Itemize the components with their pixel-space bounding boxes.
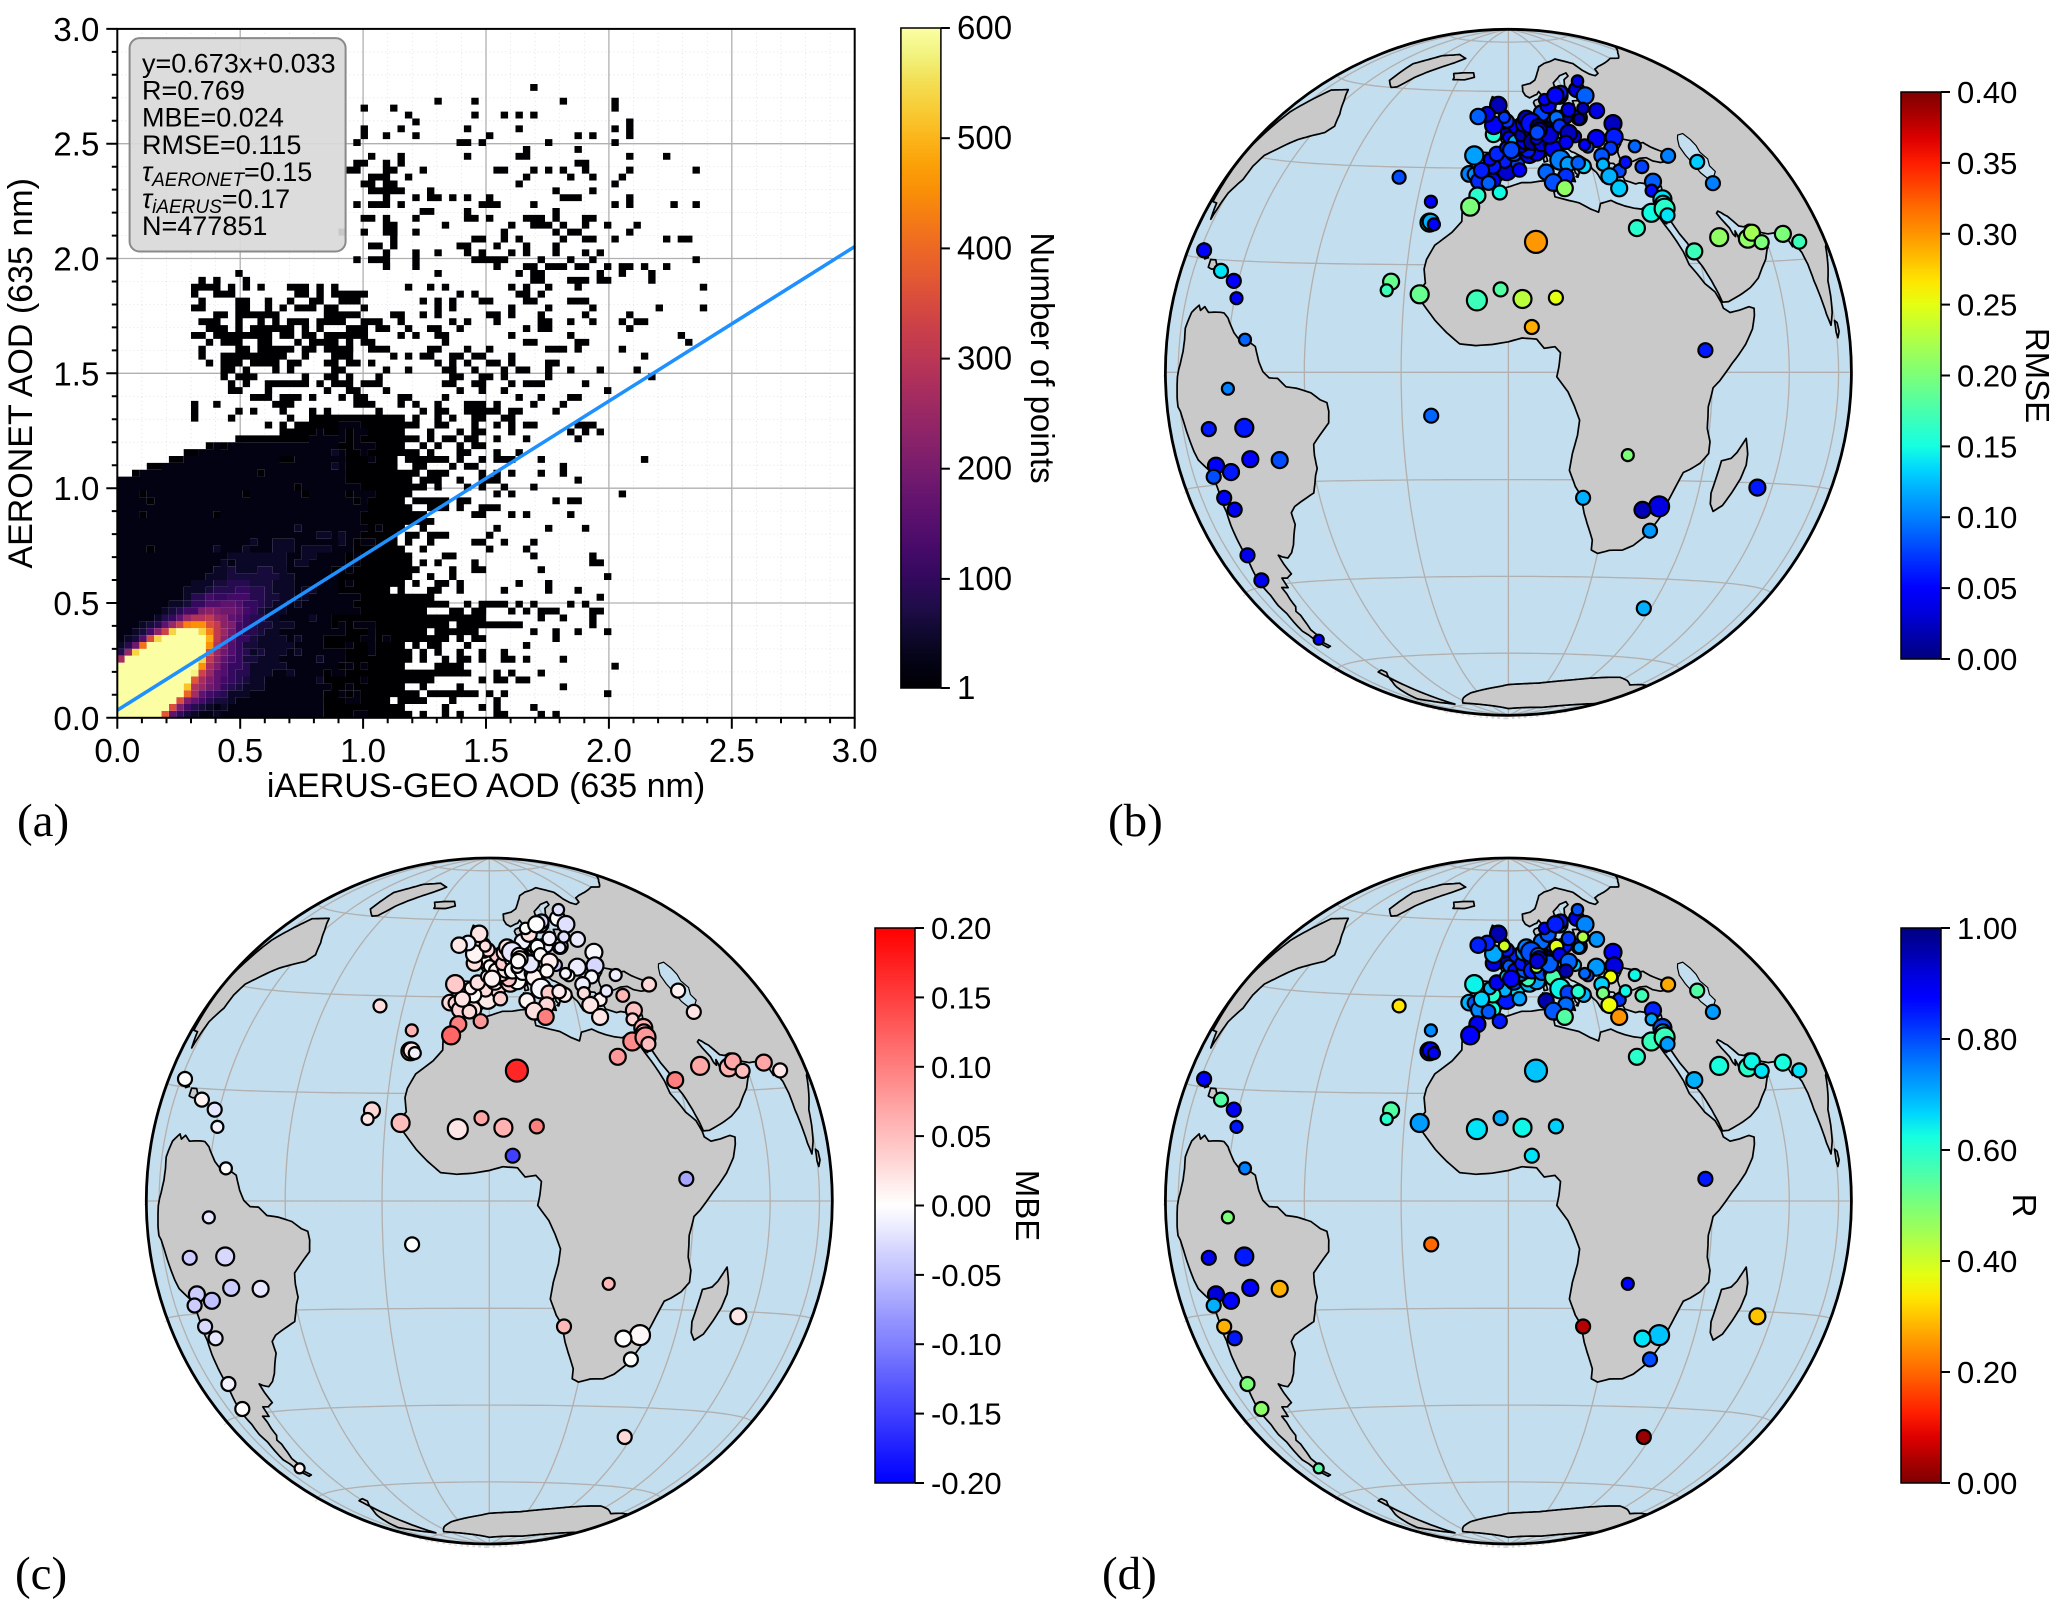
svg-text:3.0: 3.0: [53, 11, 99, 48]
svg-text:0.20: 0.20: [1957, 1355, 2017, 1390]
svg-text:(b): (b): [1108, 795, 1163, 847]
svg-text:1.5: 1.5: [463, 732, 509, 769]
svg-text:Number of points: Number of points: [1024, 232, 1061, 483]
svg-text:(a): (a): [17, 795, 69, 847]
svg-text:AERONET AOD (635 nm): AERONET AOD (635 nm): [2, 178, 40, 568]
svg-text:R=0.769: R=0.769: [142, 76, 245, 106]
svg-text:MBE=0.024: MBE=0.024: [142, 103, 284, 133]
svg-text:0.40: 0.40: [1957, 1244, 2017, 1279]
svg-text:400: 400: [957, 229, 1012, 266]
svg-text:3.0: 3.0: [832, 732, 878, 769]
svg-text:0.00: 0.00: [931, 1189, 991, 1224]
svg-text:N=477851: N=477851: [142, 211, 267, 241]
svg-text:600: 600: [957, 9, 1012, 46]
svg-text:0.30: 0.30: [1957, 217, 2017, 252]
svg-text:0.10: 0.10: [931, 1050, 991, 1085]
svg-text:0.20: 0.20: [931, 911, 991, 946]
svg-text:200: 200: [957, 450, 1012, 487]
svg-text:1.0: 1.0: [53, 470, 99, 507]
svg-text:-0.15: -0.15: [931, 1397, 1002, 1432]
svg-text:2.5: 2.5: [53, 126, 99, 163]
svg-text:0.0: 0.0: [53, 700, 99, 737]
svg-text:1.0: 1.0: [340, 732, 386, 769]
svg-text:R: R: [2006, 1194, 2043, 1218]
svg-text:y=0.673x+0.033: y=0.673x+0.033: [142, 49, 336, 79]
svg-text:0.15: 0.15: [931, 980, 991, 1015]
svg-text:0.05: 0.05: [931, 1119, 991, 1154]
svg-text:0.0: 0.0: [94, 732, 140, 769]
svg-text:300: 300: [957, 340, 1012, 377]
svg-text:2.0: 2.0: [586, 732, 632, 769]
svg-text:1.00: 1.00: [1957, 911, 2017, 946]
svg-text:0.35: 0.35: [1957, 146, 2017, 181]
svg-text:100: 100: [957, 560, 1012, 597]
svg-text:2.5: 2.5: [709, 732, 755, 769]
svg-text:1.5: 1.5: [53, 355, 99, 392]
svg-text:0.5: 0.5: [53, 585, 99, 622]
svg-text:MBE: MBE: [1009, 1170, 1046, 1242]
svg-text:(d): (d): [1102, 1548, 1157, 1600]
svg-text:0.80: 0.80: [1957, 1022, 2017, 1057]
svg-text:0.05: 0.05: [1957, 571, 2017, 606]
svg-text:0.00: 0.00: [1957, 642, 2017, 677]
svg-text:0.40: 0.40: [1957, 75, 2017, 110]
svg-text:500: 500: [957, 119, 1012, 156]
svg-text:RMSE=0.115: RMSE=0.115: [142, 130, 301, 160]
svg-text:0.15: 0.15: [1957, 429, 2017, 464]
svg-text:0.25: 0.25: [1957, 288, 2017, 323]
svg-text:0.00: 0.00: [1957, 1466, 2017, 1501]
svg-text:-0.20: -0.20: [931, 1466, 1002, 1501]
svg-text:iAERUS-GEO AOD (635 nm): iAERUS-GEO AOD (635 nm): [267, 767, 705, 805]
svg-text:0.10: 0.10: [1957, 500, 2017, 535]
svg-text:2.0: 2.0: [53, 241, 99, 278]
svg-text:τiAERUS=0.17: τiAERUS=0.17: [142, 184, 290, 218]
svg-text:0.5: 0.5: [217, 732, 263, 769]
svg-text:-0.10: -0.10: [931, 1327, 1002, 1362]
svg-text:-0.05: -0.05: [931, 1258, 1002, 1293]
svg-text:RMSE: RMSE: [2019, 328, 2056, 423]
svg-text:0.60: 0.60: [1957, 1133, 2017, 1168]
svg-text:τAERONET=0.15: τAERONET=0.15: [142, 157, 312, 191]
svg-text:(c): (c): [15, 1548, 67, 1600]
svg-text:1: 1: [957, 669, 975, 706]
svg-text:0.20: 0.20: [1957, 359, 2017, 394]
